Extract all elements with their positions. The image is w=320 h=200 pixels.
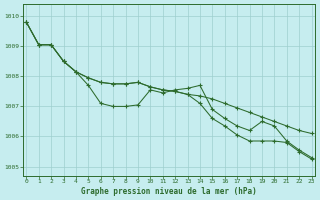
X-axis label: Graphe pression niveau de la mer (hPa): Graphe pression niveau de la mer (hPa) [81,187,257,196]
